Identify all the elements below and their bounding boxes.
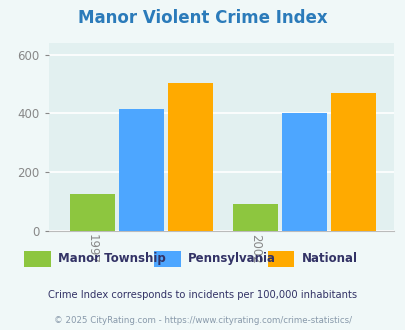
Text: Manor Violent Crime Index: Manor Violent Crime Index <box>78 9 327 27</box>
Text: Manor Township: Manor Township <box>58 252 165 265</box>
Bar <box>167 82 212 231</box>
Bar <box>118 109 163 231</box>
Text: Crime Index corresponds to incidents per 100,000 inhabitants: Crime Index corresponds to incidents per… <box>48 290 357 300</box>
Text: National: National <box>301 252 357 265</box>
Bar <box>330 93 375 231</box>
Text: Pennsylvania: Pennsylvania <box>188 252 275 265</box>
Bar <box>70 194 115 231</box>
FancyBboxPatch shape <box>154 251 180 267</box>
Text: © 2025 CityRating.com - https://www.cityrating.com/crime-statistics/: © 2025 CityRating.com - https://www.city… <box>54 315 351 325</box>
Bar <box>281 114 326 231</box>
Bar <box>232 204 277 231</box>
FancyBboxPatch shape <box>267 251 294 267</box>
FancyBboxPatch shape <box>24 251 51 267</box>
